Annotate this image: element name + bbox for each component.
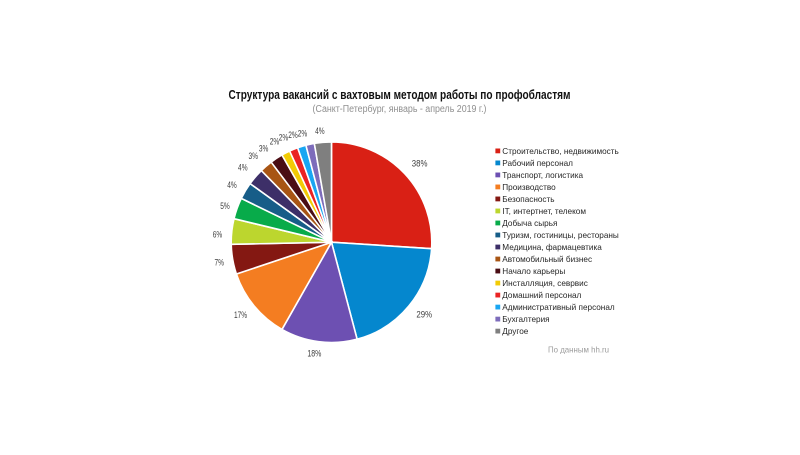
svg-text:Транспорт, логистика: Транспорт, логистика: [502, 171, 583, 180]
svg-text:5%: 5%: [220, 201, 230, 211]
svg-text:Строительство, недвижимость: Строительство, недвижимость: [502, 147, 618, 156]
svg-text:3%: 3%: [248, 151, 258, 161]
svg-text:2%: 2%: [279, 133, 289, 143]
svg-text:17%: 17%: [234, 310, 247, 320]
svg-text:18%: 18%: [307, 348, 321, 358]
svg-text:4%: 4%: [227, 180, 237, 190]
svg-text:7%: 7%: [214, 258, 224, 268]
svg-text:IT, интертнет, телеком: IT, интертнет, телеком: [502, 207, 586, 216]
svg-text:По данным hh.ru: По данным hh.ru: [548, 345, 609, 355]
svg-text:3%: 3%: [259, 144, 269, 154]
svg-text:38%: 38%: [412, 159, 428, 169]
svg-text:(Санкт-Петербург, январь - апр: (Санкт-Петербург, январь - апрель 2019 г…: [313, 104, 487, 115]
svg-text:Структура вакансий с вахтовым: Структура вакансий с вахтовым методом ра…: [229, 88, 571, 102]
svg-text:Производство: Производство: [502, 183, 556, 192]
svg-text:Безопасность: Безопасность: [502, 195, 554, 204]
svg-text:Рабочий персонал: Рабочий персонал: [502, 159, 573, 168]
svg-text:Другое: Другое: [502, 327, 528, 336]
svg-text:Бухгалтерия: Бухгалтерия: [502, 315, 549, 324]
svg-text:Автомобильный бизнес: Автомобильный бизнес: [502, 255, 592, 264]
svg-text:Инсталляция, севрвис: Инсталляция, севрвис: [502, 279, 588, 288]
svg-text:4%: 4%: [315, 126, 325, 136]
svg-text:2%: 2%: [298, 129, 308, 139]
svg-text:Домашний персонал: Домашний персонал: [502, 291, 581, 300]
svg-text:Добыча сырья: Добыча сырья: [502, 219, 557, 228]
svg-text:6%: 6%: [213, 229, 223, 239]
svg-text:Административный персонал: Административный персонал: [502, 303, 615, 312]
svg-text:Туризм, гостиницы, рестораны: Туризм, гостиницы, рестораны: [502, 231, 619, 240]
svg-text:4%: 4%: [238, 163, 248, 173]
svg-text:2%: 2%: [270, 137, 280, 147]
svg-text:Медицина, фармацевтика: Медицина, фармацевтика: [502, 243, 602, 252]
svg-text:Начало карьеры: Начало карьеры: [502, 267, 565, 276]
svg-text:2%: 2%: [288, 130, 298, 140]
svg-text:29%: 29%: [416, 310, 432, 320]
